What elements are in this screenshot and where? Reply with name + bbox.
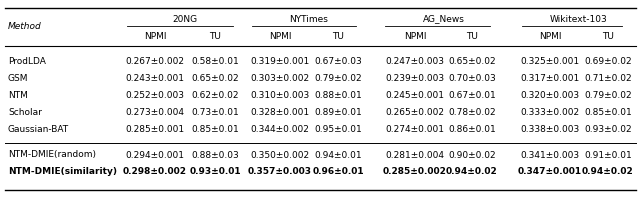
Text: 0.93±0.01: 0.93±0.01 (189, 167, 241, 176)
Text: 0.67±0.03: 0.67±0.03 (314, 57, 362, 66)
Text: 0.274±0.001: 0.274±0.001 (385, 125, 445, 134)
Text: 0.73±0.01: 0.73±0.01 (191, 108, 239, 117)
Text: 0.239±0.003: 0.239±0.003 (385, 74, 445, 83)
Text: 0.70±0.03: 0.70±0.03 (448, 74, 496, 83)
Text: 0.285±0.001: 0.285±0.001 (125, 125, 184, 134)
Text: TU: TU (466, 32, 478, 41)
Text: 0.79±0.02: 0.79±0.02 (314, 74, 362, 83)
Text: 0.94±0.01: 0.94±0.01 (314, 150, 362, 159)
Text: NPMI: NPMI (269, 32, 291, 41)
Text: 0.328±0.001: 0.328±0.001 (250, 108, 310, 117)
Text: 0.58±0.01: 0.58±0.01 (191, 57, 239, 66)
Text: Scholar: Scholar (8, 108, 42, 117)
Text: 0.285±0.002: 0.285±0.002 (383, 167, 447, 176)
Text: NTM: NTM (8, 91, 28, 100)
Text: 0.94±0.02: 0.94±0.02 (446, 167, 498, 176)
Text: 0.67±0.01: 0.67±0.01 (448, 91, 496, 100)
Text: 0.325±0.001: 0.325±0.001 (520, 57, 580, 66)
Text: 0.245±0.001: 0.245±0.001 (385, 91, 445, 100)
Text: AG_News: AG_News (422, 14, 465, 23)
Text: NPMI: NPMI (539, 32, 561, 41)
Text: 0.85±0.01: 0.85±0.01 (191, 125, 239, 134)
Text: 0.88±0.03: 0.88±0.03 (191, 150, 239, 159)
Text: NTM-DMIE(similarity): NTM-DMIE(similarity) (8, 167, 117, 176)
Text: 0.281±0.004: 0.281±0.004 (385, 150, 445, 159)
Text: 0.319±0.001: 0.319±0.001 (250, 57, 310, 66)
Text: Method: Method (8, 22, 42, 31)
Text: 0.69±0.02: 0.69±0.02 (584, 57, 632, 66)
Text: Gaussian-BAT: Gaussian-BAT (8, 125, 69, 134)
Text: 0.243±0.001: 0.243±0.001 (125, 74, 184, 83)
Text: 0.93±0.02: 0.93±0.02 (584, 125, 632, 134)
Text: 0.96±0.01: 0.96±0.01 (312, 167, 364, 176)
Text: 0.95±0.01: 0.95±0.01 (314, 125, 362, 134)
Text: 0.267±0.002: 0.267±0.002 (125, 57, 184, 66)
Text: ProdLDA: ProdLDA (8, 57, 46, 66)
Text: 0.347±0.001: 0.347±0.001 (518, 167, 582, 176)
Text: Wikitext-103: Wikitext-103 (550, 14, 608, 23)
Text: 0.294±0.001: 0.294±0.001 (125, 150, 184, 159)
Text: 0.310±0.003: 0.310±0.003 (250, 91, 310, 100)
Text: 0.247±0.003: 0.247±0.003 (385, 57, 445, 66)
Text: 0.350±0.002: 0.350±0.002 (250, 150, 310, 159)
Text: 0.317±0.001: 0.317±0.001 (520, 74, 580, 83)
Text: NYTimes: NYTimes (289, 14, 328, 23)
Text: 0.65±0.02: 0.65±0.02 (448, 57, 496, 66)
Text: 0.90±0.02: 0.90±0.02 (448, 150, 496, 159)
Text: 0.94±0.02: 0.94±0.02 (582, 167, 634, 176)
Text: 0.298±0.002: 0.298±0.002 (123, 167, 187, 176)
Text: 0.78±0.02: 0.78±0.02 (448, 108, 496, 117)
Text: TU: TU (332, 32, 344, 41)
Text: 0.85±0.01: 0.85±0.01 (584, 108, 632, 117)
Text: 0.303±0.002: 0.303±0.002 (250, 74, 310, 83)
Text: 0.89±0.01: 0.89±0.01 (314, 108, 362, 117)
Text: NTM-DMIE(random): NTM-DMIE(random) (8, 150, 96, 159)
Text: 0.79±0.02: 0.79±0.02 (584, 91, 632, 100)
Text: 0.333±0.002: 0.333±0.002 (520, 108, 580, 117)
Text: 0.71±0.02: 0.71±0.02 (584, 74, 632, 83)
Text: 0.338±0.003: 0.338±0.003 (520, 125, 580, 134)
Text: 0.86±0.01: 0.86±0.01 (448, 125, 496, 134)
Text: NPMI: NPMI (404, 32, 426, 41)
Text: 0.357±0.003: 0.357±0.003 (248, 167, 312, 176)
Text: 0.341±0.003: 0.341±0.003 (520, 150, 580, 159)
Text: 0.273±0.004: 0.273±0.004 (125, 108, 184, 117)
Text: TU: TU (209, 32, 221, 41)
Text: GSM: GSM (8, 74, 29, 83)
Text: 0.62±0.02: 0.62±0.02 (191, 91, 239, 100)
Text: 20NG: 20NG (172, 14, 198, 23)
Text: 0.265±0.002: 0.265±0.002 (385, 108, 445, 117)
Text: 0.65±0.02: 0.65±0.02 (191, 74, 239, 83)
Text: 0.91±0.01: 0.91±0.01 (584, 150, 632, 159)
Text: 0.344±0.002: 0.344±0.002 (251, 125, 309, 134)
Text: 0.252±0.003: 0.252±0.003 (125, 91, 184, 100)
Text: TU: TU (602, 32, 614, 41)
Text: 0.320±0.003: 0.320±0.003 (520, 91, 580, 100)
Text: NPMI: NPMI (144, 32, 166, 41)
Text: 0.88±0.01: 0.88±0.01 (314, 91, 362, 100)
